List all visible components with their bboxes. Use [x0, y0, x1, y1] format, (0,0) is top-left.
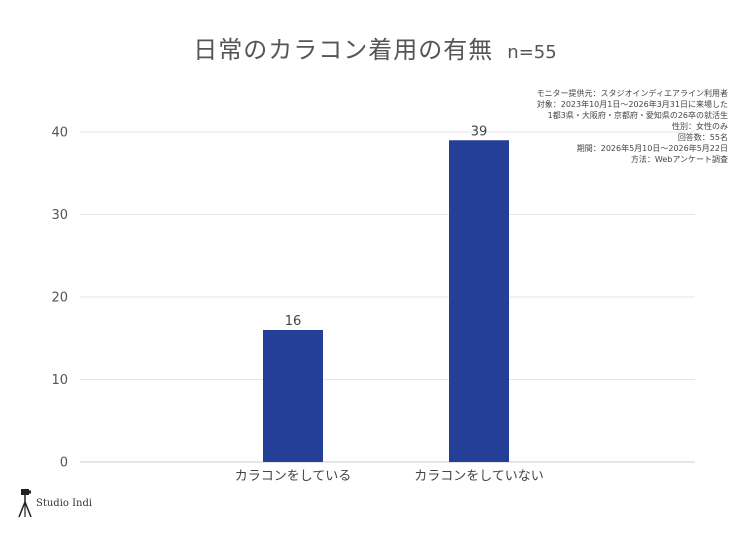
y-tick-label: 20	[51, 291, 68, 306]
y-tick-label: 10	[51, 373, 68, 388]
survey-notes: モニター提供元：スタジオインディエアライン利用者 対象：2023年10月1日〜2…	[537, 88, 728, 165]
note-line: 回答数：55名	[677, 133, 728, 142]
bar	[263, 330, 323, 462]
chart-subtitle: n=55	[507, 42, 557, 63]
chart-title: 日常のカラコン着用の有無	[193, 36, 494, 64]
y-tick-label: 0	[60, 456, 68, 471]
logo-text: Studio Indi	[36, 497, 93, 509]
camera-tripod-icon	[18, 489, 32, 518]
y-tick-label: 30	[51, 208, 68, 223]
data-label: 39	[471, 124, 488, 139]
note-line: 対象：2023年10月1日〜2026年3月31日に来場した	[536, 100, 728, 109]
chart-title-row: 日常のカラコン着用の有無 n=55	[0, 30, 750, 65]
x-tick-label: カラコンをしている	[235, 469, 352, 484]
data-label: 16	[285, 314, 302, 329]
note-line: モニター提供元：スタジオインディエアライン利用者	[536, 89, 728, 98]
note-line: 1都3県・大阪府・京都府・愛知県の26卒の就活生	[547, 111, 728, 120]
note-line: 期間：2026年5月10日〜2026年5月22日	[576, 144, 728, 153]
note-line: 性別：女性のみ	[672, 122, 728, 131]
y-tick-label: 40	[51, 126, 68, 141]
note-line: 方法：Webアンケート調査	[630, 155, 728, 164]
studio-logo: Studio Indi	[18, 488, 92, 518]
bar	[449, 140, 509, 462]
x-tick-label: カラコンをしていない	[414, 469, 544, 484]
